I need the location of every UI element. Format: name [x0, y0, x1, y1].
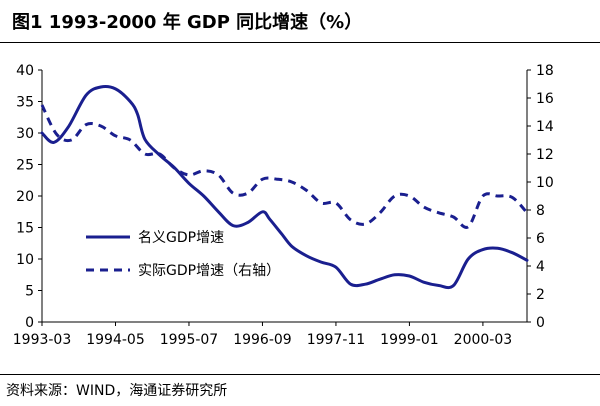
- right-axis-tick-label: 2: [536, 287, 545, 303]
- right-axis-tick-label: 18: [536, 63, 554, 79]
- left-axis-tick-label: 0: [25, 315, 34, 331]
- series-lines: [40, 85, 529, 290]
- x-axis-tick-label: 1997-11: [307, 332, 366, 348]
- series-line-nominal-gdp: [40, 85, 529, 290]
- left-axis-tick-label: 5: [25, 284, 34, 300]
- right-axis-tick-label: 0: [536, 315, 545, 331]
- left-axis-tick-label: 10: [16, 252, 34, 268]
- right-axis-tick-label: 12: [536, 147, 554, 163]
- title-divider: [0, 42, 600, 43]
- source-note: 资料来源：WIND，海通证券研究所: [6, 383, 228, 399]
- legend-label: 名义GDP增速: [138, 230, 224, 246]
- x-axis-tick-label: 1999-01: [380, 332, 439, 348]
- x-axis-tick-label: 1996-09: [233, 332, 292, 348]
- right-axis-tick-label: 8: [536, 203, 545, 219]
- x-axis-tick-label: 2000-03: [454, 332, 513, 348]
- source-divider: [0, 374, 600, 375]
- right-axis-tick-label: 14: [536, 119, 554, 135]
- left-axis-tick-label: 15: [16, 221, 34, 237]
- left-axis-tick-label: 40: [16, 63, 34, 79]
- left-axis-tick-label: 35: [16, 95, 34, 111]
- legend-label: 实际GDP增速（右轴）: [138, 263, 280, 279]
- right-axis-tick-label: 16: [536, 91, 554, 107]
- right-axis-tick-label: 4: [536, 259, 545, 275]
- left-axis-tick-label: 20: [16, 189, 34, 205]
- left-axis-tick-label: 30: [16, 126, 34, 142]
- x-axis-tick-label: 1994-05: [86, 332, 145, 348]
- right-axis-tick-label: 6: [536, 231, 545, 247]
- x-axis-tick-label: 1993-03: [13, 332, 72, 348]
- right-axis-tick-label: 10: [536, 175, 554, 191]
- series-line-real-gdp: [40, 104, 529, 229]
- left-axis-tick-label: 25: [16, 158, 34, 174]
- x-axis-tick-label: 1995-07: [160, 332, 219, 348]
- axes: 0 5 10 15 20 25 30 35 40 0 2 4 6 8 10 12 14 16 18 1993-03 19…: [13, 63, 554, 348]
- page-title: 图1 1993-2000 年 GDP 同比增速（%）: [12, 12, 363, 33]
